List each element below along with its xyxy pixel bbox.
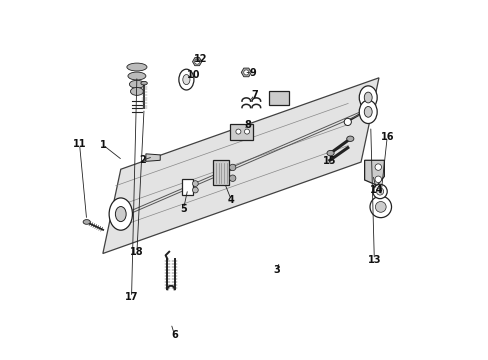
Polygon shape [241, 68, 251, 77]
Ellipse shape [83, 220, 90, 224]
Circle shape [372, 184, 386, 199]
Circle shape [374, 164, 381, 170]
Ellipse shape [359, 86, 376, 109]
Circle shape [194, 59, 199, 64]
Text: 16: 16 [380, 132, 393, 142]
Text: 2: 2 [139, 155, 145, 165]
Ellipse shape [115, 207, 126, 222]
Ellipse shape [364, 107, 371, 117]
Text: 4: 4 [227, 195, 234, 205]
Text: 18: 18 [130, 247, 143, 257]
Ellipse shape [183, 75, 190, 85]
Ellipse shape [109, 198, 132, 230]
Text: 11: 11 [73, 139, 86, 149]
Circle shape [244, 129, 249, 134]
Ellipse shape [326, 150, 333, 156]
Text: 1: 1 [99, 140, 106, 150]
Text: 6: 6 [171, 330, 178, 340]
Ellipse shape [346, 136, 353, 141]
Circle shape [192, 181, 198, 186]
Text: 12: 12 [193, 54, 207, 64]
Ellipse shape [141, 81, 147, 85]
Text: 8: 8 [244, 121, 251, 130]
Text: 9: 9 [248, 68, 255, 78]
Polygon shape [102, 78, 378, 253]
Circle shape [375, 202, 386, 212]
Text: 5: 5 [180, 204, 186, 214]
Circle shape [369, 196, 391, 218]
Text: 10: 10 [186, 70, 200, 80]
Text: 17: 17 [124, 292, 138, 302]
Text: 7: 7 [251, 90, 257, 100]
FancyBboxPatch shape [268, 91, 288, 105]
Circle shape [244, 70, 248, 75]
Polygon shape [364, 160, 384, 185]
Circle shape [192, 187, 198, 193]
Text: 3: 3 [273, 265, 280, 275]
Circle shape [229, 175, 235, 181]
Circle shape [229, 164, 235, 171]
Polygon shape [145, 154, 160, 161]
FancyBboxPatch shape [230, 124, 253, 140]
Circle shape [344, 118, 351, 126]
Ellipse shape [130, 87, 143, 95]
Text: 15: 15 [323, 156, 336, 166]
Circle shape [376, 188, 383, 195]
FancyBboxPatch shape [182, 179, 193, 195]
Circle shape [374, 176, 381, 183]
Circle shape [235, 129, 241, 134]
Ellipse shape [364, 92, 371, 103]
Text: 13: 13 [367, 255, 380, 265]
Ellipse shape [179, 69, 194, 90]
Ellipse shape [126, 63, 147, 71]
Polygon shape [192, 58, 202, 66]
Ellipse shape [359, 100, 376, 123]
Text: 14: 14 [369, 185, 383, 195]
Ellipse shape [129, 80, 144, 88]
FancyBboxPatch shape [213, 161, 228, 185]
Ellipse shape [128, 72, 145, 80]
